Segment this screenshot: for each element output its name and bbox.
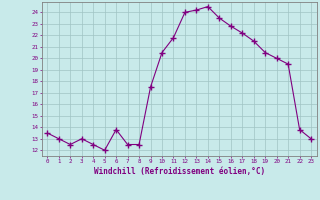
X-axis label: Windchill (Refroidissement éolien,°C): Windchill (Refroidissement éolien,°C)	[94, 167, 265, 176]
